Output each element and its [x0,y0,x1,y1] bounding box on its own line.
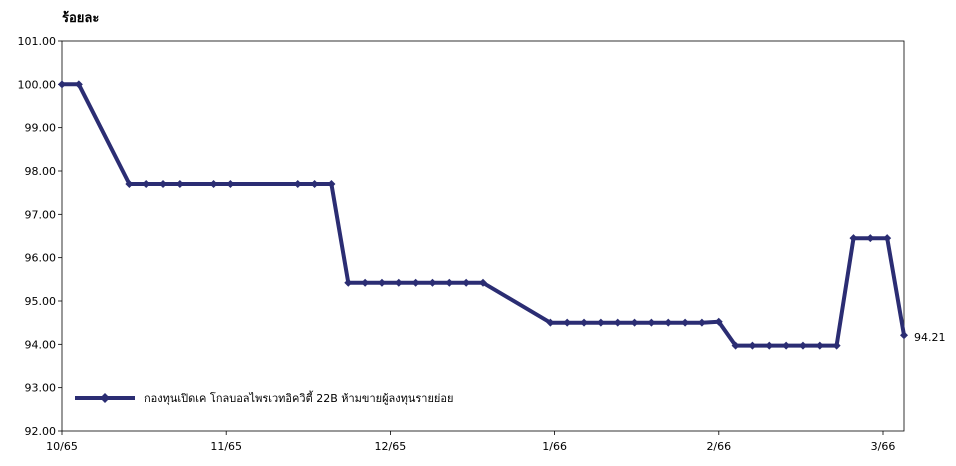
data-point [411,278,420,287]
x-tick-label: 2/66 [706,440,731,453]
y-tick-label: 95.00 [25,295,57,308]
data-point [394,278,403,287]
y-tick-label: 101.00 [18,35,57,48]
data-point [159,180,168,188]
data-point [613,318,622,327]
data-point [125,180,134,188]
data-point [479,278,487,287]
data-point [765,341,774,350]
y-tick-label: 97.00 [25,208,57,221]
y-tick-label: 99.00 [25,122,57,135]
y-tick-label: 94.00 [25,338,57,351]
data-point [681,318,690,327]
data-point [327,180,336,188]
plot-area [61,40,905,432]
data-point [697,318,706,327]
data-point [310,180,319,188]
x-tick-label: 1/66 [542,440,567,453]
y-tick-label: 93.00 [25,382,57,395]
data-point [344,278,353,287]
data-point [849,234,858,243]
data-point [445,278,454,287]
data-point [748,341,757,350]
data-point [546,318,555,327]
data-point [209,180,218,188]
data-point [175,180,184,188]
data-point [293,180,302,188]
data-point [664,318,673,327]
x-tick-label: 10/65 [46,440,78,453]
legend: กองทุนเปิดเค โกลบอลไพรเวทอิควิตี้ 22B ห้… [75,390,453,405]
data-point [647,318,656,327]
data-point [377,278,386,287]
data-point [731,341,740,350]
series-line [62,82,906,348]
data-point [580,318,589,327]
data-point [630,318,639,327]
data-point [798,341,807,350]
legend-marker [100,393,110,403]
data-point [142,180,151,188]
y-tick-label: 98.00 [25,165,57,178]
y-axis-title: ร้อยละ [62,10,99,26]
data-point [832,341,841,350]
series-group [58,80,908,350]
data-point [815,341,824,350]
data-point [866,234,875,243]
legend-label: กองทุนเปิดเค โกลบอลไพรเวทอิควิตี้ 22B ห้… [144,390,453,405]
last-value-label: 94.21 [914,331,946,344]
data-point [226,180,235,188]
y-tick-label: 92.00 [25,425,57,438]
data-point [74,80,83,89]
data-point [428,278,437,287]
data-point [563,318,572,327]
y-tick-label: 96.00 [25,252,57,265]
data-point [58,80,66,89]
y-tick-label: 100.00 [18,78,57,91]
x-tick-label: 11/65 [210,440,242,453]
x-tick-label: 12/65 [375,440,407,453]
data-point [782,341,791,350]
data-point [462,278,471,287]
x-axis: 10/65 11/65 12/65 1/66 2/66 3/66 [46,431,895,453]
data-point [714,317,723,326]
data-point [883,234,892,243]
x-tick-label: 3/66 [871,440,896,453]
y-axis: 101.00 100.00 99.00 98.00 97.00 96.00 95.00 94.… [18,35,62,438]
data-point [900,331,908,340]
data-point [361,278,370,287]
data-point [596,318,605,327]
